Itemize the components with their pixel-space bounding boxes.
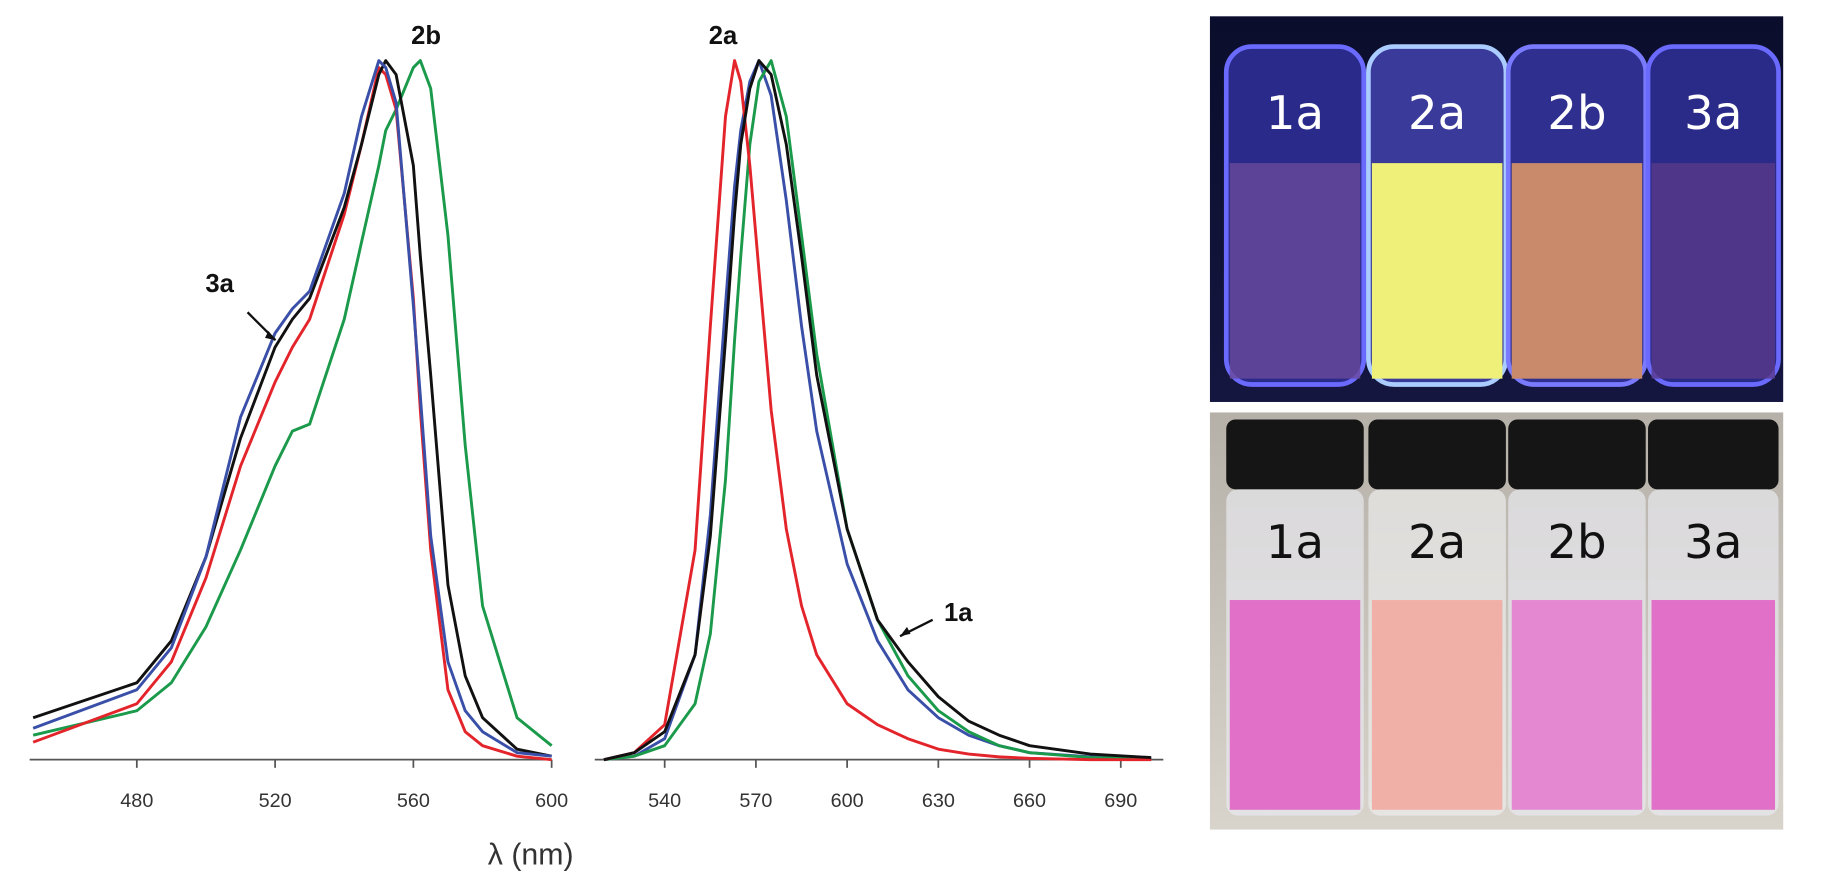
vial-label: 2a bbox=[1408, 86, 1466, 140]
spectrum-line bbox=[32, 59, 552, 758]
x-tick-label: 660 bbox=[1013, 790, 1046, 812]
spectrum-line bbox=[603, 59, 1152, 762]
spectrum-line bbox=[32, 59, 552, 758]
spectrum-line bbox=[32, 59, 553, 747]
x-tick-label: 600 bbox=[831, 790, 864, 812]
uv-vials bbox=[1223, 44, 1781, 387]
day-vials bbox=[1226, 419, 1779, 816]
spectrum-line bbox=[603, 59, 1152, 762]
series-label: 1a bbox=[944, 599, 973, 627]
series-label: 2a bbox=[709, 22, 738, 50]
spectrum-line bbox=[603, 59, 1152, 762]
x-axis-label: λ (nm) bbox=[488, 838, 574, 871]
vial-label: 3a bbox=[1684, 515, 1742, 569]
series-label: 3a bbox=[205, 270, 234, 298]
vial-label: 2b bbox=[1547, 86, 1606, 140]
vial-label: 2b bbox=[1547, 515, 1606, 569]
series-label: 2b bbox=[411, 22, 441, 50]
x-tick-label: 520 bbox=[259, 790, 292, 812]
spectrum-line bbox=[603, 59, 1152, 762]
x-tick-label: 560 bbox=[397, 790, 430, 812]
x-tick-label: 570 bbox=[739, 790, 772, 812]
x-tick-label: 630 bbox=[922, 790, 955, 812]
x-tick-label: 480 bbox=[120, 790, 153, 812]
vial-label: 1a bbox=[1266, 86, 1324, 140]
x-tick-label: 690 bbox=[1104, 790, 1137, 812]
x-tick-label: 600 bbox=[535, 790, 568, 812]
vial-label: 2a bbox=[1408, 515, 1466, 569]
x-tick-label: 540 bbox=[648, 790, 681, 812]
arrow-head bbox=[265, 330, 276, 341]
vial-label: 3a bbox=[1684, 86, 1742, 140]
arrow-head bbox=[900, 626, 911, 637]
spectrum-line bbox=[32, 66, 552, 762]
vial-label: 1a bbox=[1266, 515, 1324, 569]
